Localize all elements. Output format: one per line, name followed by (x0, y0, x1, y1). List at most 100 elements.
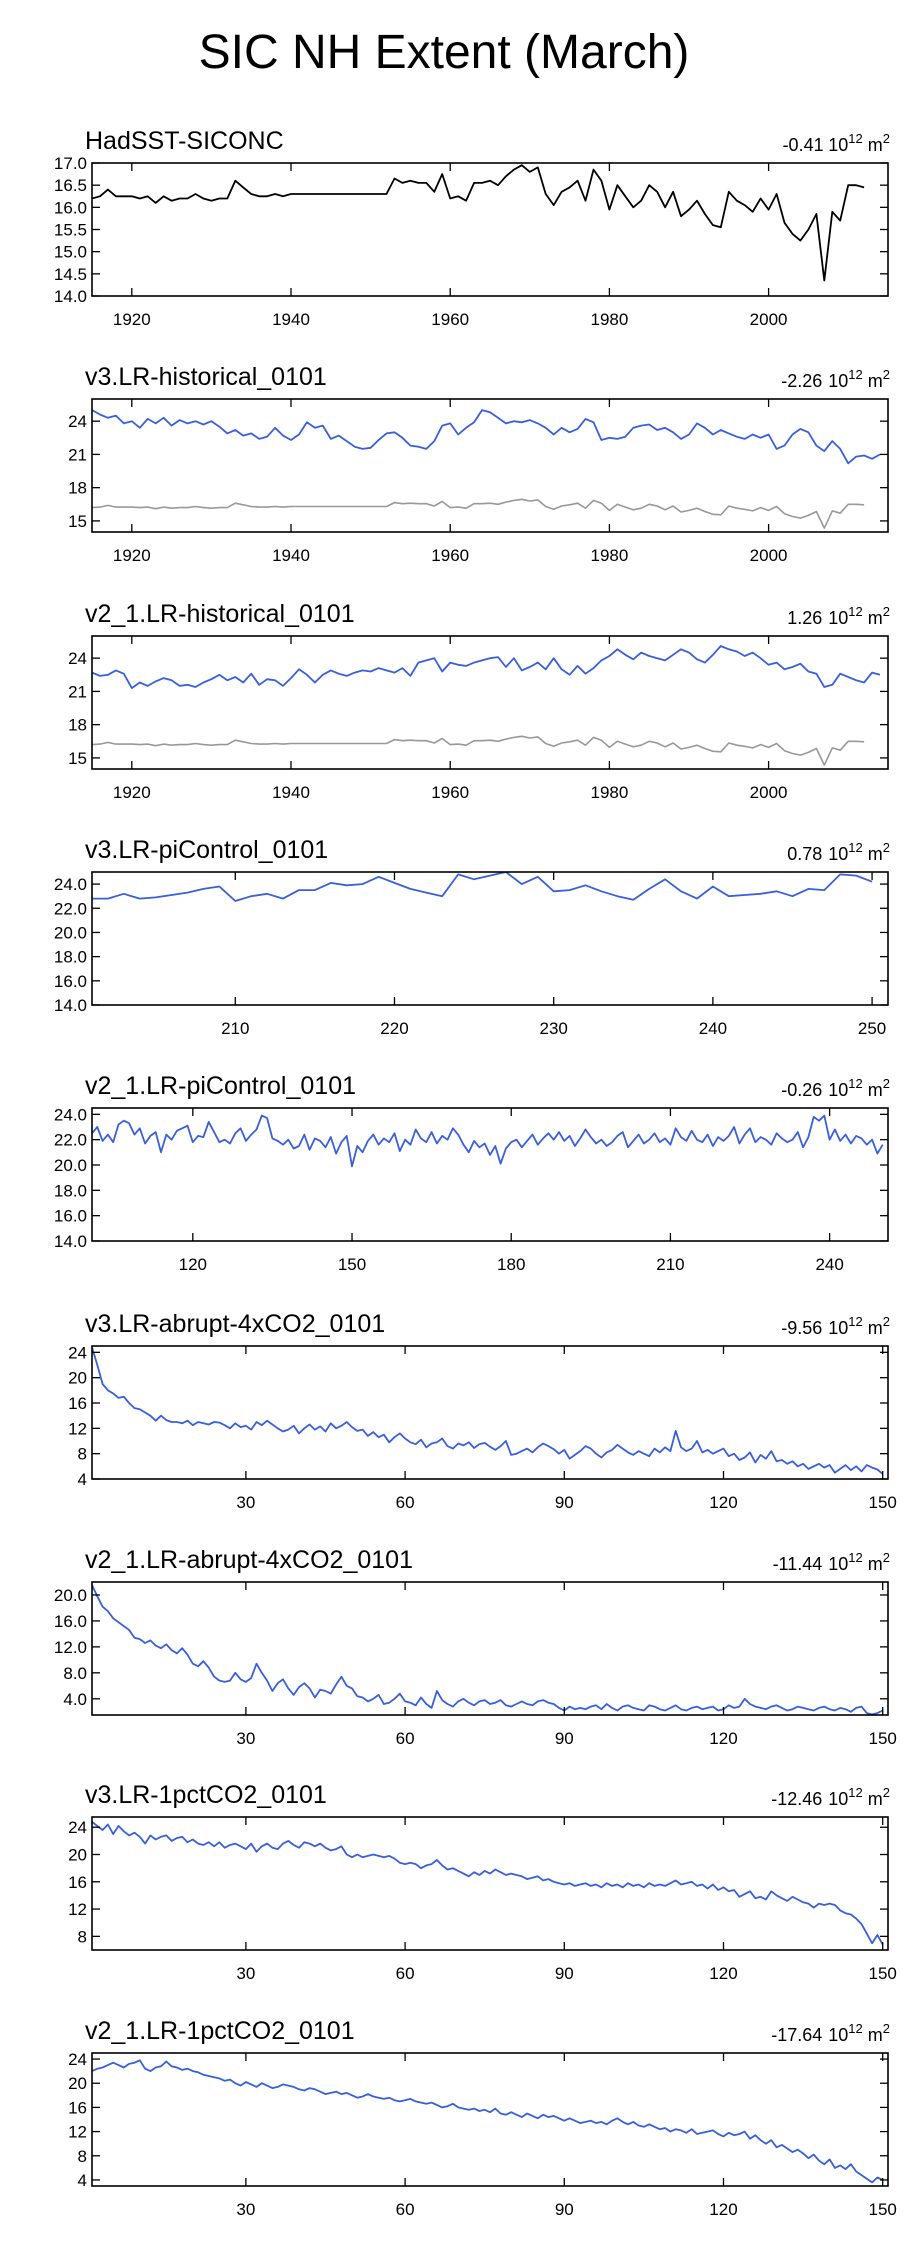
x-tick-label: 1960 (431, 783, 469, 802)
y-tick-label: 18.0 (54, 948, 87, 967)
trend-unit-base: 10 (828, 608, 848, 628)
panel-title: v3.LR-historical_0101 (85, 363, 327, 391)
plot-frame (91, 398, 889, 533)
x-tick-label: 30 (236, 1729, 255, 1748)
trend-value: -2.26 (781, 371, 822, 391)
y-tick-label: 24 (68, 412, 87, 431)
y-tick-label: 18 (68, 716, 87, 735)
y-tick-label: 14.0 (54, 287, 87, 306)
y-tick-label: 24 (68, 649, 87, 668)
x-tick-label: 1960 (431, 310, 469, 329)
y-tick-label: 24.0 (54, 1105, 87, 1124)
x-tick-label: 120 (709, 1493, 737, 1512)
series-line-model (92, 1821, 884, 1945)
y-tick-label: 4 (78, 1470, 87, 1489)
trend-unit-exponent: 2 (883, 840, 890, 855)
y-tick-label: 14.0 (54, 996, 87, 1015)
y-tick-label: 18 (68, 479, 87, 498)
x-tick-label: 150 (869, 1729, 897, 1748)
trend-unit-exponent: 2 (883, 1785, 890, 1800)
x-tick-label: 1980 (590, 783, 628, 802)
panel: v3.LR-historical_0101 -2.26 1012 m2 1920 1940… (68, 363, 890, 565)
x-tick-label: 2000 (750, 546, 788, 565)
trend-unit-suffix: m (868, 608, 883, 628)
x-tick-label: 30 (236, 2200, 255, 2219)
trend-label: -12.46 1012 m2 (771, 1785, 890, 1809)
trend-value: -0.41 (783, 135, 824, 155)
y-tick-label: 16.0 (54, 972, 87, 991)
x-tick-label: 60 (396, 1964, 415, 1983)
y-tick-label: 24 (68, 1343, 87, 1362)
x-tick-label: 2000 (750, 783, 788, 802)
plot-frame (91, 162, 889, 297)
panel-title: v2_1.LR-historical_0101 (85, 600, 355, 628)
trend-unit-exponent: 12 (848, 1076, 862, 1091)
x-tick-label: 150 (338, 1255, 366, 1274)
y-tick-label: 24 (68, 1818, 87, 1837)
y-tick-label: 16 (68, 1394, 87, 1413)
trend-unit-exponent: 2 (883, 1550, 890, 1565)
x-tick-label: 90 (555, 2200, 574, 2219)
trend-unit-base: 10 (828, 1080, 848, 1100)
x-tick-label: 230 (539, 1019, 567, 1038)
y-tick-label: 20.0 (54, 1586, 87, 1605)
x-tick-label: 150 (869, 1493, 897, 1512)
series-line-model (92, 409, 881, 465)
page-title: SIC NH Extent (March) (199, 26, 690, 79)
y-tick-label: 16.0 (54, 1612, 87, 1631)
x-tick-label: 180 (497, 1255, 525, 1274)
x-tick-label: 1920 (113, 783, 151, 802)
x-tick-label: 90 (555, 1493, 574, 1512)
y-tick-label: 21 (68, 445, 87, 464)
panel-title: v3.LR-piControl_0101 (85, 836, 328, 864)
panel: v2_1.LR-1pctCO2_0101 -17.64 1012 m2 30 60 90 12… (68, 2017, 897, 2219)
y-tick-label: 18.0 (54, 1181, 87, 1200)
x-tick-label: 240 (815, 1255, 843, 1274)
x-tick-label: 1980 (590, 310, 628, 329)
trend-unit-exponent: 12 (848, 367, 862, 382)
trend-unit-base: 10 (828, 371, 848, 391)
plot-frame (91, 635, 889, 770)
x-tick-label: 30 (236, 1493, 255, 1512)
x-tick-label: 1960 (431, 546, 469, 565)
trend-value: -11.44 (773, 1554, 823, 1574)
x-tick-label: 120 (179, 1255, 207, 1274)
y-tick-label: 17.0 (54, 154, 87, 173)
x-tick-label: 90 (555, 1729, 574, 1748)
panel-title: v2_1.LR-1pctCO2_0101 (85, 2017, 355, 2045)
plot-frame (91, 1816, 889, 1951)
trend-unit-base: 10 (828, 1789, 848, 1809)
y-tick-label: 16 (68, 1873, 87, 1892)
panel-title: v2_1.LR-piControl_0101 (85, 1072, 356, 1100)
x-tick-label: 210 (656, 1255, 684, 1274)
trend-label: -17.64 1012 m2 (771, 2021, 890, 2045)
trend-label: 1.26 1012 m2 (787, 604, 890, 628)
x-tick-label: 120 (709, 1729, 737, 1748)
trend-unit-base: 10 (828, 844, 848, 864)
plot-frame (91, 871, 889, 1006)
y-tick-label: 15 (68, 749, 87, 768)
x-tick-label: 120 (709, 2200, 737, 2219)
trend-unit-suffix: m (868, 844, 883, 864)
x-tick-label: 1920 (113, 310, 151, 329)
x-tick-label: 1920 (113, 546, 151, 565)
trend-unit-exponent: 12 (848, 131, 862, 146)
y-tick-label: 22.0 (54, 1131, 87, 1150)
y-tick-label: 24.0 (54, 875, 87, 894)
trend-unit-exponent: 2 (883, 1314, 890, 1329)
y-tick-label: 8 (78, 1445, 87, 1464)
x-tick-label: 60 (396, 2200, 415, 2219)
y-tick-label: 16.0 (54, 198, 87, 217)
trend-unit-base: 10 (828, 1554, 848, 1574)
panel: v3.LR-piControl_0101 0.78 1012 m2 210 220 230 2… (54, 836, 890, 1038)
panel-title: v2_1.LR-abrupt-4xCO2_0101 (85, 1546, 413, 1574)
panel-title: v3.LR-1pctCO2_0101 (85, 1781, 327, 1809)
x-tick-label: 210 (221, 1019, 249, 1038)
x-tick-label: 220 (380, 1019, 408, 1038)
y-tick-label: 15 (68, 512, 87, 531)
x-tick-label: 250 (858, 1019, 886, 1038)
panel-title: HadSST-SICONC (85, 127, 284, 155)
y-tick-label: 4 (78, 2171, 87, 2190)
